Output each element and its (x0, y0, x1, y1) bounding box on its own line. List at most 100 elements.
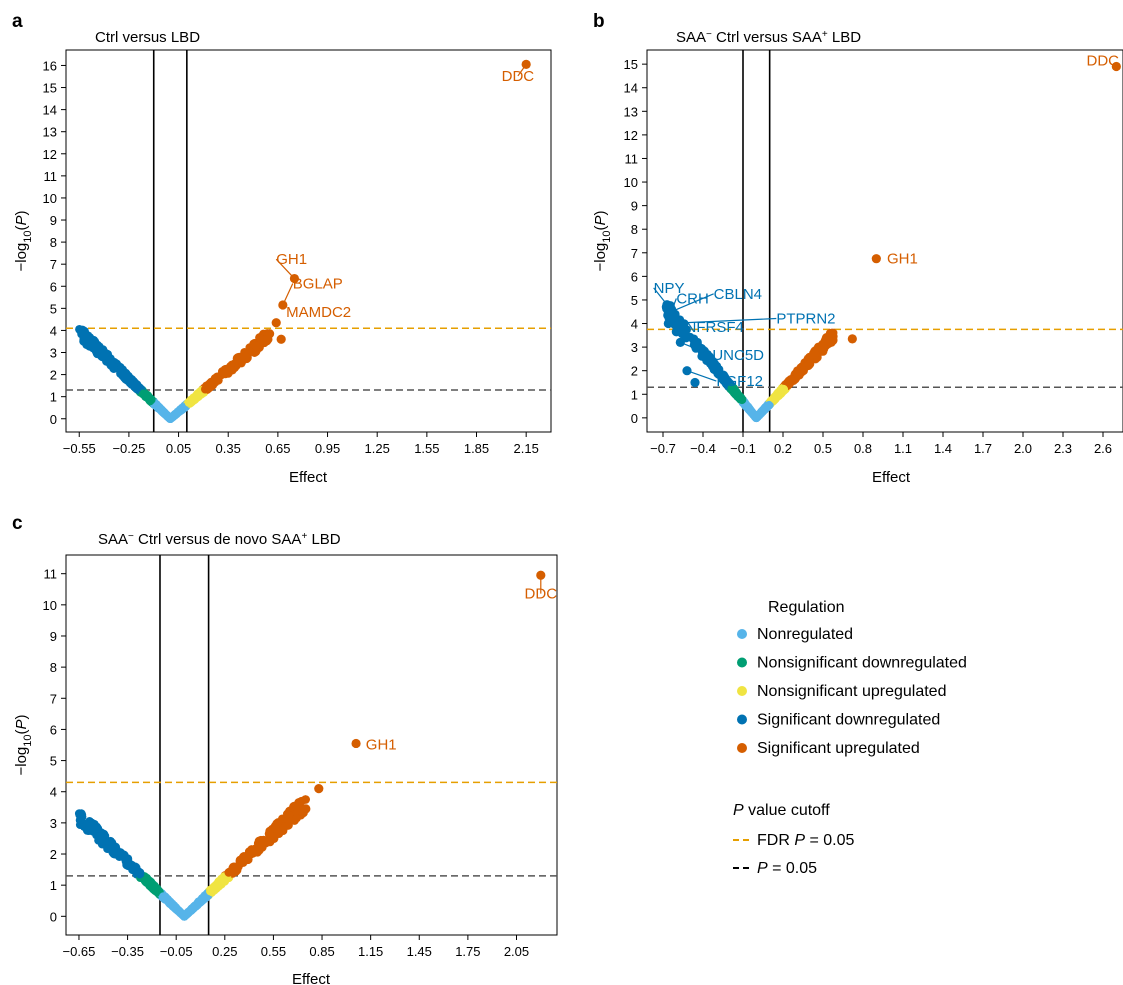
data-point (206, 886, 215, 896)
gene-label: GH1 (276, 251, 307, 268)
y-tick-label: 16 (43, 58, 57, 73)
y-tick-label: 9 (50, 213, 57, 228)
data-point (202, 382, 212, 391)
legend-label: Significant downregulated (757, 712, 940, 729)
legend-swatch (737, 714, 747, 725)
gene-labels: DDC GH1 BGLAP MAMDC2 (275, 64, 535, 321)
data-point (106, 361, 116, 370)
x-axis-label: Effect (292, 971, 331, 985)
data-point (1111, 61, 1121, 72)
data-point (351, 738, 361, 749)
gene-label: CBLN4 (714, 286, 762, 303)
data-point (737, 395, 747, 405)
data-point (190, 392, 200, 402)
x-tick-label: 0.05 (166, 441, 191, 456)
data-point (248, 848, 258, 858)
data-point (107, 838, 117, 848)
data-point (85, 823, 95, 832)
label-leader (517, 64, 527, 77)
data-point (176, 908, 186, 918)
y-tick-label: 15 (43, 81, 57, 96)
gene-labels: DDC GH1 (366, 575, 558, 754)
data-point (793, 369, 803, 379)
data-point (713, 369, 723, 379)
panel-title: SAA− Ctrl versus SAA+ LBD (676, 29, 861, 47)
gene-label: DDC (502, 68, 535, 85)
y-tick-label: 14 (624, 81, 638, 96)
y-tick-label: 0 (631, 411, 638, 426)
legend-swatch (737, 629, 747, 639)
y-tick-label: 1 (50, 878, 57, 893)
y-tick-label: 13 (43, 125, 57, 140)
data-point (195, 897, 204, 906)
gene-label: DDC (1087, 52, 1120, 69)
data-point (95, 832, 104, 842)
panel-letter: a (12, 11, 23, 32)
data-point (215, 879, 224, 889)
data-point (276, 334, 286, 344)
axes-ticks: −0.65 −0.35 −0.05 0.25 0.55 0.85 1.15 1.45 1.75 2… (43, 567, 530, 959)
data-point (301, 795, 310, 804)
data-point (301, 804, 311, 814)
data-point (123, 856, 133, 866)
gene-label: TNFRSF4 (676, 319, 744, 336)
data-point (744, 404, 753, 414)
y-tick-label: 14 (43, 103, 57, 118)
y-tick-label: 8 (50, 660, 57, 675)
x-tick-label: −0.1 (730, 441, 756, 456)
y-tick-label: 10 (624, 175, 638, 190)
label-leader (668, 293, 714, 314)
x-tick-label: 2.15 (514, 441, 539, 456)
x-tick-label: 1.4 (934, 441, 952, 456)
data-point (256, 334, 266, 344)
x-tick-label: 0.5 (814, 441, 832, 456)
y-tick-label: 4 (50, 785, 57, 800)
x-tick-label: 0.25 (212, 944, 237, 959)
y-tick-label: 4 (50, 323, 57, 338)
data-point (271, 318, 281, 328)
data-point (87, 342, 97, 352)
y-tick-label: 5 (631, 293, 638, 308)
x-tick-label: 1.55 (414, 441, 439, 456)
gene-label: PTPRN2 (776, 311, 835, 328)
plot-frame (65, 49, 552, 433)
y-tick-label: 12 (624, 128, 638, 143)
data-point (292, 813, 301, 823)
p-legend-label: P = 0.05 (757, 860, 817, 877)
y-tick-label: 11 (44, 169, 58, 184)
data-point (265, 329, 275, 339)
x-tick-label: −0.55 (63, 441, 96, 456)
gene-label: MAMDC2 (286, 304, 351, 321)
y-tick-label: 8 (631, 222, 638, 237)
data-point (805, 352, 814, 362)
x-axis-label: Effect (872, 469, 911, 486)
y-tick-label: 15 (624, 57, 638, 72)
panel-title: Ctrl versus LBD (95, 29, 200, 46)
x-tick-label: 0.35 (216, 441, 241, 456)
data-point (257, 841, 266, 851)
data-point (805, 359, 815, 369)
legend-title: Regulation (768, 599, 845, 616)
x-tick-label: −0.65 (63, 944, 96, 959)
panel-a: a Ctrl versus LBD −0.55 −0.25 0.05 0.35 0.65… (12, 11, 552, 486)
data-points (661, 61, 1121, 423)
y-tick-label: 11 (625, 151, 639, 166)
y-tick-label: 11 (44, 567, 58, 582)
data-point (144, 876, 154, 886)
x-axis-label: Effect (289, 469, 328, 486)
data-point (230, 864, 239, 873)
data-point (238, 858, 248, 867)
x-tick-label: −0.25 (112, 441, 145, 456)
data-point (115, 852, 124, 861)
gene-label: DDC (525, 586, 558, 603)
x-tick-label: −0.35 (111, 944, 144, 959)
data-point (690, 377, 700, 388)
data-point (159, 892, 168, 901)
data-point (237, 356, 247, 366)
data-points (75, 59, 531, 424)
y-tick-label: 0 (50, 412, 57, 427)
panel-title: SAA− Ctrl versus de novo SAA+ LBD (98, 531, 341, 549)
panel-c: c SAA− Ctrl versus de novo SAA+ LBD −0.6… (12, 513, 558, 985)
y-tick-label: 9 (50, 629, 57, 644)
y-tick-label: 13 (624, 104, 638, 119)
